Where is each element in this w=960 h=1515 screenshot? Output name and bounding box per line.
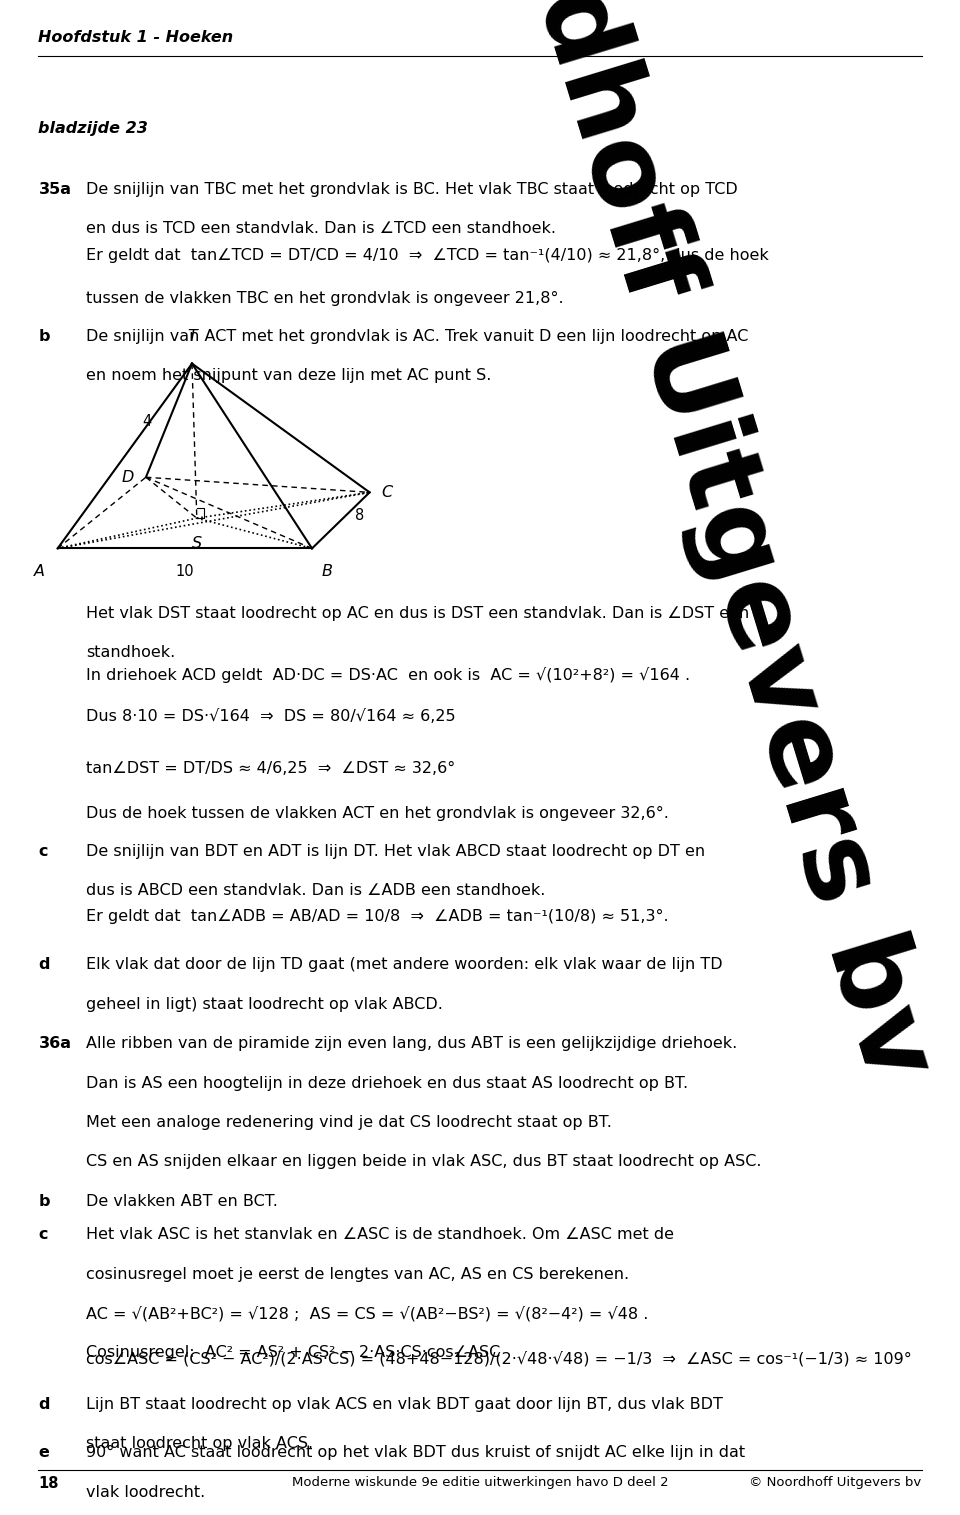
Text: D: D bbox=[122, 470, 134, 485]
Text: Elk vlak dat door de lijn TD gaat (met andere woorden: elk vlak waar de lijn TD: Elk vlak dat door de lijn TD gaat (met a… bbox=[86, 957, 723, 973]
Text: A: A bbox=[35, 564, 45, 579]
Text: tan∠DST = DT/DS ≈ 4/6,25  ⇒  ∠DST ≈ 32,6°: tan∠DST = DT/DS ≈ 4/6,25 ⇒ ∠DST ≈ 32,6° bbox=[86, 761, 456, 776]
Text: Alle ribben van de piramide zijn even lang, dus ABT is een gelijkzijdige driehoe: Alle ribben van de piramide zijn even la… bbox=[86, 1036, 737, 1051]
Text: De snijlijn van TBC met het grondvlak is BC. Het vlak TBC staat loodrecht op TCD: De snijlijn van TBC met het grondvlak is… bbox=[86, 182, 738, 197]
Text: S: S bbox=[192, 536, 202, 551]
Text: Lijn BT staat loodrecht op vlak ACS en vlak BDT gaat door lijn BT, dus vlak BDT: Lijn BT staat loodrecht op vlak ACS en v… bbox=[86, 1397, 723, 1412]
Text: Moderne wiskunde 9e editie uitwerkingen havo D deel 2: Moderne wiskunde 9e editie uitwerkingen … bbox=[292, 1476, 668, 1489]
Text: 10: 10 bbox=[175, 564, 194, 579]
Text: Dus de hoek tussen de vlakken ACT en het grondvlak is ongeveer 32,6°.: Dus de hoek tussen de vlakken ACT en het… bbox=[86, 806, 669, 821]
Text: B: B bbox=[322, 564, 332, 579]
Text: en dus is TCD een standvlak. Dan is ∠TCD een standhoek.: en dus is TCD een standvlak. Dan is ∠TCD… bbox=[86, 221, 557, 236]
Text: geheel in ligt) staat loodrecht op vlak ABCD.: geheel in ligt) staat loodrecht op vlak … bbox=[86, 997, 444, 1012]
Text: dus is ABCD een standvlak. Dan is ∠ADB een standhoek.: dus is ABCD een standvlak. Dan is ∠ADB e… bbox=[86, 883, 546, 898]
Text: De snijlijn van BDT en ADT is lijn DT. Het vlak ABCD staat loodrecht op DT en: De snijlijn van BDT en ADT is lijn DT. H… bbox=[86, 844, 706, 859]
Text: standhoek.: standhoek. bbox=[86, 645, 176, 661]
Text: staat loodrecht op vlak ACS.: staat loodrecht op vlak ACS. bbox=[86, 1436, 314, 1451]
Text: c: c bbox=[38, 844, 48, 859]
Text: cos∠ASC = (CS² − AC²)/(2·AS·CS) = (48+48−128)/(2·√48·√48) = −1/3  ⇒  ∠ASC = cos⁻: cos∠ASC = (CS² − AC²)/(2·AS·CS) = (48+48… bbox=[86, 1351, 912, 1367]
Text: CS en AS snijden elkaar en liggen beide in vlak ASC, dus BT staat loodrecht op A: CS en AS snijden elkaar en liggen beide … bbox=[86, 1154, 762, 1170]
Text: Met een analoge redenering vind je dat CS loodrecht staat op BT.: Met een analoge redenering vind je dat C… bbox=[86, 1115, 612, 1130]
Text: e: e bbox=[38, 1445, 49, 1460]
Text: 8: 8 bbox=[355, 508, 365, 523]
Text: bladzijde 23: bladzijde 23 bbox=[38, 121, 148, 136]
Text: d: d bbox=[38, 1397, 50, 1412]
Text: C: C bbox=[381, 485, 393, 500]
Text: d: d bbox=[38, 957, 50, 973]
Text: tussen de vlakken TBC en het grondvlak is ongeveer 21,8°.: tussen de vlakken TBC en het grondvlak i… bbox=[86, 291, 564, 306]
Text: T: T bbox=[187, 329, 197, 344]
Text: Noordhoff Uitgevers bv: Noordhoff Uitgevers bv bbox=[431, 0, 950, 1094]
Text: 36a: 36a bbox=[38, 1036, 71, 1051]
Text: Het vlak ASC is het stanvlak en ∠ASC is de standhoek. Om ∠ASC met de: Het vlak ASC is het stanvlak en ∠ASC is … bbox=[86, 1227, 674, 1242]
Text: c: c bbox=[38, 1227, 48, 1242]
Text: en noem het snijpunt van deze lijn met AC punt S.: en noem het snijpunt van deze lijn met A… bbox=[86, 368, 492, 383]
Text: Het vlak DST staat loodrecht op AC en dus is DST een standvlak. Dan is ∠DST een: Het vlak DST staat loodrecht op AC en du… bbox=[86, 606, 750, 621]
Text: vlak loodrecht.: vlak loodrecht. bbox=[86, 1485, 205, 1500]
Text: © Noordhoff Uitgevers bv: © Noordhoff Uitgevers bv bbox=[750, 1476, 922, 1489]
Text: 4: 4 bbox=[142, 414, 152, 429]
Text: De vlakken ABT en BCT.: De vlakken ABT en BCT. bbox=[86, 1194, 278, 1209]
Text: b: b bbox=[38, 329, 50, 344]
Text: b: b bbox=[38, 1194, 50, 1209]
Text: cosinusregel moet je eerst de lengtes van AC, AS en CS berekenen.: cosinusregel moet je eerst de lengtes va… bbox=[86, 1267, 630, 1282]
Text: 35a: 35a bbox=[38, 182, 71, 197]
Text: Er geldt dat  tan∠ADB = AB/AD = 10/8  ⇒  ∠ADB = tan⁻¹(10/8) ≈ 51,3°.: Er geldt dat tan∠ADB = AB/AD = 10/8 ⇒ ∠A… bbox=[86, 909, 669, 924]
Text: In driehoek ACD geldt  AD·DC = DS·AC  en ook is  AC = √(10²+8²) = √164 .: In driehoek ACD geldt AD·DC = DS·AC en o… bbox=[86, 667, 690, 683]
Text: AC = √(AB²+BC²) = √128 ;  AS = CS = √(AB²−BS²) = √(8²−4²) = √48 .: AC = √(AB²+BC²) = √128 ; AS = CS = √(AB²… bbox=[86, 1306, 649, 1321]
Text: 18: 18 bbox=[38, 1476, 59, 1491]
Text: Dan is AS een hoogtelijn in deze driehoek en dus staat AS loodrecht op BT.: Dan is AS een hoogtelijn in deze driehoe… bbox=[86, 1076, 688, 1091]
Text: Dus 8·10 = DS·√164  ⇒  DS = 80/√164 ≈ 6,25: Dus 8·10 = DS·√164 ⇒ DS = 80/√164 ≈ 6,25 bbox=[86, 709, 456, 724]
Text: Cosinusregel:  AC² = AS² + CS² − 2·AS·CS·cos∠ASC: Cosinusregel: AC² = AS² + CS² − 2·AS·CS·… bbox=[86, 1345, 501, 1360]
Text: Hoofdstuk 1 - Hoeken: Hoofdstuk 1 - Hoeken bbox=[38, 30, 233, 45]
Text: De snijlijn van ACT met het grondvlak is AC. Trek vanuit D een lijn loodrecht op: De snijlijn van ACT met het grondvlak is… bbox=[86, 329, 749, 344]
Text: Er geldt dat  tan∠TCD = DT/CD = 4/10  ⇒  ∠TCD = tan⁻¹(4/10) ≈ 21,8°, dus de hoek: Er geldt dat tan∠TCD = DT/CD = 4/10 ⇒ ∠T… bbox=[86, 248, 769, 264]
Text: 90° want AC staat loodrecht op het vlak BDT dus kruist of snijdt AC elke lijn in: 90° want AC staat loodrecht op het vlak … bbox=[86, 1445, 746, 1460]
